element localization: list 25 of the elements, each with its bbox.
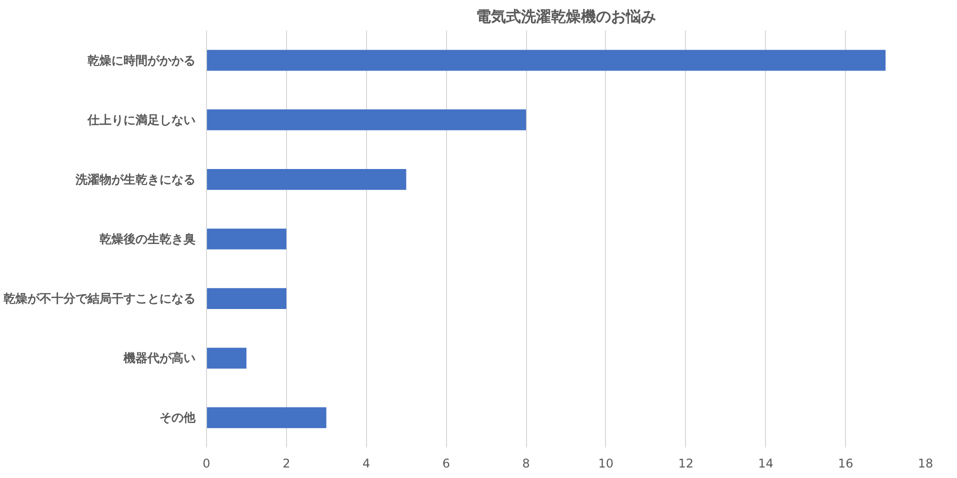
x-tick-label: 16 [838, 456, 854, 470]
y-tick-label: 機器代が高い [122, 351, 196, 366]
bar [206, 169, 406, 190]
y-tick-label: その他 [160, 410, 196, 425]
bar [206, 50, 886, 71]
y-tick-label: 乾燥後の生乾き臭 [100, 232, 196, 246]
y-tick-label: 仕上りに満足しない [86, 112, 196, 127]
bar [206, 109, 526, 130]
x-tick-label: 18 [918, 456, 934, 470]
bar [206, 348, 246, 369]
y-tick-label: 乾燥が不十分で結局干すことになる [4, 292, 196, 306]
bar [206, 407, 326, 428]
bar [206, 288, 286, 309]
x-tick-label: 12 [678, 456, 694, 470]
x-tick-label: 0 [202, 456, 210, 470]
y-tick-label: 洗濯物が生乾きになる [74, 172, 196, 186]
x-tick-label: 8 [522, 456, 530, 470]
x-tick-label: 14 [758, 456, 774, 470]
y-tick-label: 乾燥に時間がかかる [88, 53, 196, 68]
x-tick-label: 10 [598, 456, 614, 470]
x-tick-label: 4 [362, 456, 370, 470]
chart-title: 電気式洗濯乾燥機のお悩み [476, 8, 656, 26]
x-tick-label: 6 [442, 456, 450, 470]
bar [206, 228, 286, 250]
x-tick-label: 2 [282, 456, 290, 470]
